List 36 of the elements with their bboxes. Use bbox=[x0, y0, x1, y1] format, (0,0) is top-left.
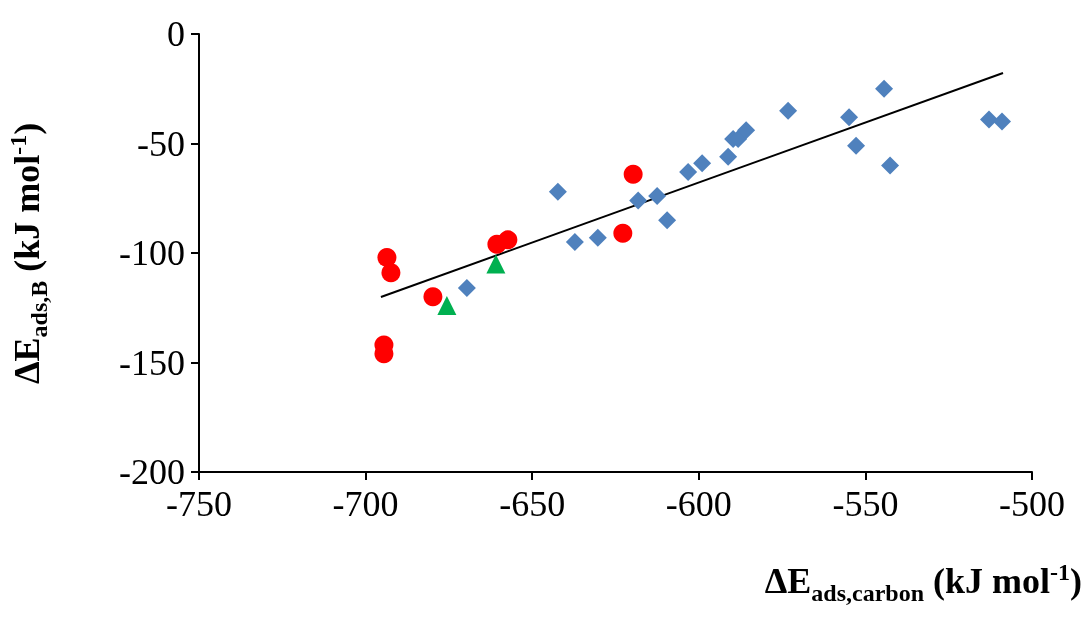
point bbox=[719, 147, 738, 166]
point bbox=[623, 164, 643, 184]
point bbox=[658, 211, 677, 230]
point bbox=[381, 263, 401, 283]
x-tick-label: -600 bbox=[665, 484, 732, 524]
point bbox=[737, 121, 756, 140]
point bbox=[437, 296, 457, 316]
x-axis-title: ΔE$_{ads,carbon}$ (kJ mol$^{-1}$) bbox=[764, 559, 1082, 607]
y-tick-label: 0 bbox=[167, 14, 185, 54]
point bbox=[648, 187, 667, 206]
point bbox=[377, 247, 397, 267]
point bbox=[629, 191, 648, 210]
point bbox=[423, 287, 443, 307]
point bbox=[779, 101, 798, 120]
point bbox=[498, 230, 518, 250]
point bbox=[588, 228, 607, 247]
x-tick-label: -500 bbox=[999, 484, 1065, 524]
point bbox=[679, 162, 698, 181]
y-tick-label: -100 bbox=[119, 233, 185, 273]
point bbox=[457, 279, 476, 298]
point bbox=[613, 223, 633, 243]
point bbox=[881, 156, 900, 175]
point bbox=[548, 182, 567, 201]
x-tick-label: -550 bbox=[832, 484, 899, 524]
point bbox=[980, 110, 999, 129]
point bbox=[840, 108, 859, 127]
point bbox=[875, 79, 894, 98]
x-tick-label: -650 bbox=[499, 484, 566, 524]
point bbox=[693, 154, 712, 173]
point bbox=[486, 254, 506, 274]
y-tick-label: -50 bbox=[137, 123, 185, 164]
x-tick-label: -700 bbox=[332, 484, 399, 524]
point bbox=[847, 136, 866, 155]
point bbox=[565, 233, 584, 252]
point bbox=[993, 112, 1012, 131]
y-tick-label: -150 bbox=[119, 342, 185, 383]
